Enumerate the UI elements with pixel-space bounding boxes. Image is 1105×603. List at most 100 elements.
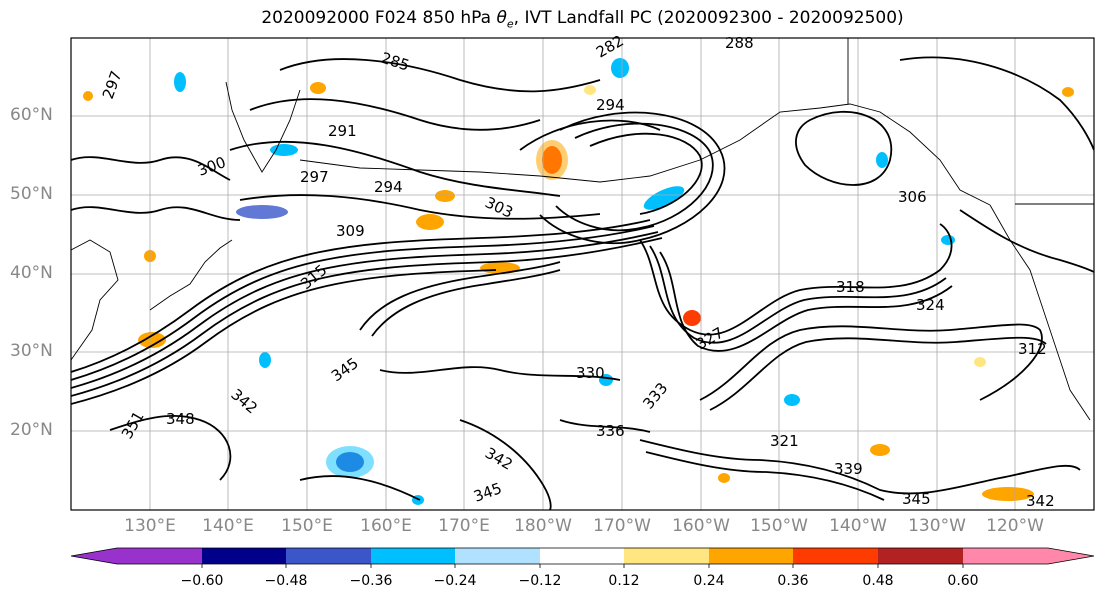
lat-label-20n: 20°N	[10, 420, 53, 440]
lon-label-130e: 130°E	[124, 516, 176, 536]
gridlines	[71, 38, 1094, 510]
shade-blob	[982, 487, 1034, 501]
contour-line	[589, 132, 703, 215]
contour-line	[639, 439, 1081, 495]
colorbar-segment	[371, 548, 455, 564]
contour-line	[71, 237, 663, 397]
contour-line	[371, 269, 561, 337]
lon-label-170e: 170°E	[438, 516, 490, 536]
map-title: 2020092000 F024 850 hPa θe, IVT Landfall…	[0, 8, 1105, 30]
colorbar-segment	[963, 548, 1048, 564]
shade-blob	[584, 85, 596, 95]
contour-line	[645, 451, 885, 501]
lon-label-170w: 170°W	[593, 516, 651, 536]
shade-blob	[236, 205, 288, 219]
coastline-alaska	[699, 103, 991, 206]
shade-blob	[310, 82, 326, 94]
shade-blob	[270, 144, 298, 156]
colorbar-segment	[286, 548, 371, 564]
contour-line	[239, 194, 601, 220]
title-subscript: e	[506, 17, 514, 31]
map-frame	[70, 37, 1095, 511]
coastline-asia	[71, 239, 119, 361]
contour-label: 294	[374, 178, 403, 196]
contour-label: 291	[328, 122, 357, 140]
shade-blob	[683, 310, 701, 326]
colorbar-tick-label: −0.12	[518, 573, 562, 589]
colorbar-tick-label: 0.24	[693, 573, 725, 589]
colorbar-segment	[202, 548, 286, 564]
contour-line	[359, 261, 561, 331]
shade-blob	[611, 58, 629, 78]
contour-label: 288	[725, 34, 754, 52]
contour-line	[709, 336, 1047, 411]
shade-blob	[326, 446, 374, 478]
shade-blob	[416, 214, 444, 230]
shade-blob	[435, 190, 455, 202]
lat-label-30n: 30°N	[10, 341, 53, 361]
lat-label-50n: 50°N	[10, 184, 53, 204]
colorbar-segment	[540, 548, 624, 564]
colorbar-segment	[793, 548, 878, 564]
colorbar-segment	[624, 548, 709, 564]
colorbar-tick-label: 0.36	[777, 573, 809, 589]
shade-blob	[174, 72, 186, 92]
contour-label: 345	[902, 490, 931, 508]
contour-label: 339	[834, 460, 863, 478]
colorbar-tick-label: −0.48	[264, 573, 308, 589]
coastline-aleutians	[299, 159, 701, 183]
colorbar-segment	[455, 548, 540, 564]
shade-blob	[643, 186, 685, 210]
coastline-na-west	[989, 204, 1091, 421]
contour-label: 312	[1018, 340, 1047, 358]
contour-line	[559, 419, 651, 433]
colorbar-extend-left	[71, 548, 117, 564]
contour-label: 324	[916, 296, 945, 314]
contour-line	[279, 58, 601, 93]
contour-line	[71, 206, 241, 221]
title-theta: θ	[496, 8, 507, 28]
contour-line	[659, 251, 953, 352]
shade-blob	[974, 357, 986, 367]
shade-blob	[480, 262, 520, 274]
colorbar	[70, 547, 1095, 568]
shade-blob	[1062, 87, 1074, 97]
colorbar-tick-label: −0.24	[433, 573, 477, 589]
contour-label: 336	[596, 422, 625, 440]
contour-line	[519, 119, 661, 151]
shade-blob	[870, 444, 890, 456]
contour-line	[71, 225, 655, 381]
colorbar-segment	[117, 548, 202, 564]
contour-line	[109, 414, 232, 481]
title-prefix: 2020092000 F024 850 hPa	[261, 8, 497, 28]
colorbar-tick-label: −0.60	[180, 573, 224, 589]
lon-label-140e: 140°E	[202, 516, 254, 536]
contour-line	[249, 98, 541, 131]
contour-line	[71, 156, 231, 181]
contour-label: 348	[166, 410, 195, 428]
contour-line	[299, 475, 421, 501]
contour-line	[959, 209, 1094, 273]
shading-layer	[83, 58, 1074, 505]
lon-label-160w: 160°W	[672, 516, 730, 536]
shade-blob	[83, 91, 93, 101]
lon-label-130w: 130°W	[908, 516, 966, 536]
contour-line	[379, 366, 621, 381]
contour-line	[459, 419, 552, 510]
shade-blob	[536, 140, 568, 180]
colorbar-segment	[878, 548, 963, 564]
contour-label: 318	[836, 278, 865, 296]
colorbar-tick-label: −0.36	[349, 573, 393, 589]
shade-blob	[876, 152, 888, 168]
contour-line	[71, 219, 651, 373]
contour-line	[71, 269, 497, 405]
colorbar-outline	[70, 547, 1095, 565]
colorbar-tick-label: 0.12	[608, 573, 640, 589]
colorbar-extend-right	[1048, 548, 1094, 564]
shade-blob	[138, 332, 166, 348]
contour-label: 330	[576, 364, 605, 382]
shade-blob	[718, 473, 730, 483]
contour-line	[229, 140, 561, 197]
lon-label-140w: 140°W	[829, 516, 887, 536]
